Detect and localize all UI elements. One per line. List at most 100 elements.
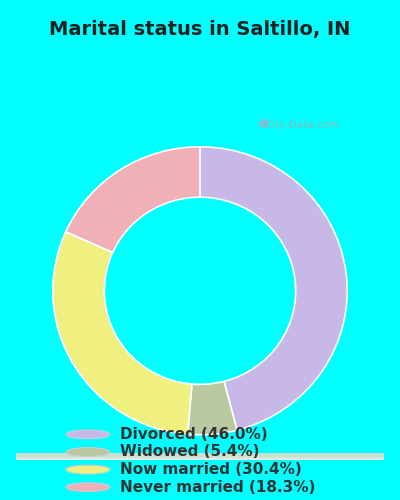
Bar [16,454,384,458]
Bar [16,456,384,460]
Bar [16,454,384,458]
Bar [16,454,384,457]
Bar [16,454,384,457]
Bar [16,454,384,457]
Bar [16,454,384,458]
Bar [16,456,384,460]
Bar [16,455,384,458]
Bar [16,456,384,459]
Bar [16,456,384,459]
Bar [16,455,384,458]
Bar [16,456,384,459]
Bar [16,454,384,458]
Bar [16,454,384,457]
Bar [16,455,384,459]
Text: Marital status in Saltillo, IN: Marital status in Saltillo, IN [49,20,351,40]
Bar [16,454,384,458]
Bar [16,456,384,460]
Bar [16,454,384,458]
Bar [16,456,384,460]
Bar [16,454,384,457]
Bar [16,453,384,456]
Bar [16,454,384,458]
Bar [16,456,384,460]
Bar [16,456,384,460]
Text: Divorced (46.0%): Divorced (46.0%) [120,427,268,442]
Bar [16,454,384,457]
Bar [16,454,384,457]
Bar [16,456,384,460]
Bar [16,456,384,460]
Bar [16,456,384,459]
Bar [16,454,384,458]
Text: Now married (30.4%): Now married (30.4%) [120,462,302,477]
Bar [16,454,384,458]
Bar [16,455,384,459]
Bar [16,454,384,458]
Circle shape [66,448,110,456]
Bar [16,455,384,458]
Bar [16,456,384,459]
Bar [16,456,384,460]
Bar [16,454,384,458]
Bar [16,456,384,460]
Bar [16,455,384,459]
Bar [16,454,384,458]
Bar [16,455,384,458]
Bar [16,454,384,458]
Wedge shape [188,382,237,435]
Bar [16,456,384,460]
Bar [16,454,384,458]
Bar [16,454,384,457]
Bar [16,455,384,458]
Text: Never married (18.3%): Never married (18.3%) [120,480,315,494]
Bar [16,454,384,458]
Bar [16,454,384,458]
Bar [16,456,384,460]
Bar [16,454,384,458]
Bar [16,453,384,456]
Circle shape [66,430,110,439]
Bar [16,453,384,456]
Bar [16,453,384,456]
Bar [16,454,384,458]
Wedge shape [66,147,200,252]
Bar [16,454,384,458]
Bar [16,456,384,460]
Bar [16,456,384,459]
Bar [16,455,384,458]
Bar [16,456,384,460]
Bar [16,456,384,459]
Bar [16,456,384,460]
Bar [16,456,384,459]
Bar [16,456,384,459]
Bar [16,454,384,458]
Circle shape [66,465,110,474]
Circle shape [66,483,110,492]
Wedge shape [53,232,192,434]
Bar [16,454,384,458]
Bar [16,453,384,456]
Bar [16,454,384,458]
Bar [16,455,384,458]
Bar [16,456,384,460]
Bar [16,454,384,457]
Bar [16,454,384,457]
Bar [16,453,384,456]
Bar [16,453,384,456]
Bar [16,454,384,458]
Bar [16,454,384,458]
Bar [16,453,384,457]
Bar [16,453,384,456]
Bar [16,453,384,456]
Bar [16,455,384,458]
Bar [16,456,384,459]
Bar [16,456,384,460]
Text: City-Data.com: City-Data.com [266,120,340,130]
Bar [16,454,384,458]
Text: Widowed (5.4%): Widowed (5.4%) [120,444,260,460]
Bar [16,454,384,458]
Bar [16,456,384,459]
Bar [16,453,384,457]
Bar [16,456,384,460]
